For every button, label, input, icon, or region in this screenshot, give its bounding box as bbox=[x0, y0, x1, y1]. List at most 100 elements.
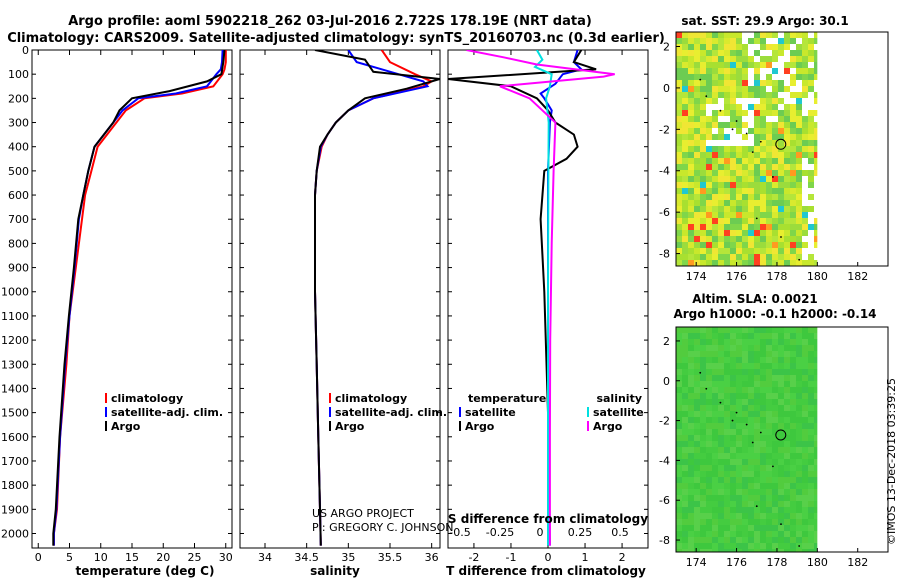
series-line-climatology bbox=[52, 50, 227, 546]
legend-label: climatology bbox=[111, 392, 183, 405]
top-tick-label: -0.5 bbox=[449, 526, 470, 539]
series-line-argo bbox=[52, 50, 226, 546]
difference-panel: -2 -1 0 1 2 -0.5 -0.25 0 0.25 0.5 temperature salin… bbox=[447, 49, 649, 564]
top-tick-label: -0.25 bbox=[486, 526, 514, 539]
series-line-climatology bbox=[314, 50, 434, 546]
sst-heatmap bbox=[676, 32, 818, 266]
island-mark bbox=[705, 387, 708, 390]
sla-heatmap bbox=[676, 327, 818, 552]
y-tick-label: 1500 bbox=[1, 407, 29, 420]
map-x-tick-label: 174 bbox=[686, 556, 707, 569]
map-x-tick-label: 176 bbox=[726, 270, 747, 283]
island-mark bbox=[699, 371, 702, 374]
title-line-1: Argo profile: aoml 5902218_262 03-Jul-20… bbox=[68, 14, 592, 29]
x-tick-label: -2 bbox=[468, 551, 479, 564]
legend-label: climatology bbox=[335, 392, 407, 405]
x-tick-label: 34.5 bbox=[294, 551, 319, 564]
credit-pi: PI: GREGORY C. JOHNSON bbox=[312, 521, 453, 534]
island-mark bbox=[699, 78, 702, 81]
island-mark bbox=[772, 176, 774, 178]
x-tick-label: 2 bbox=[619, 551, 626, 564]
island-mark bbox=[751, 151, 754, 154]
x-tick-label: 36 bbox=[425, 551, 439, 564]
y-tick-label: 1400 bbox=[1, 382, 29, 395]
map-x-tick-label: 182 bbox=[847, 270, 868, 283]
y-tick-label: 1900 bbox=[1, 503, 29, 516]
y-tick-label: 1000 bbox=[1, 286, 29, 299]
island-mark bbox=[719, 401, 722, 404]
series-line-t-argo bbox=[448, 50, 597, 546]
plot-frame bbox=[31, 49, 233, 549]
sla-map-title-2: Argo h1000: -0.1 h2000: -0.14 bbox=[673, 307, 876, 321]
map-y-tick-label: -6 bbox=[659, 494, 670, 507]
y-tick-label: 500 bbox=[8, 165, 29, 178]
temperature-xlabel: temperature (deg C) bbox=[76, 564, 215, 578]
y-tick-label: 1100 bbox=[1, 310, 29, 323]
sst-map-panel: 174 176 178 180 182 2 0 -2 -4 -6 -8 bbox=[659, 31, 889, 283]
map-y-tick-label: 0 bbox=[663, 82, 670, 95]
map-y-tick-label: 2 bbox=[663, 335, 670, 348]
map-y-tick-label: -6 bbox=[659, 206, 670, 219]
top-tick-label: 0.25 bbox=[568, 526, 593, 539]
map-x-tick-label: 178 bbox=[766, 270, 787, 283]
legend-label: satellite-adj. clim. bbox=[335, 406, 447, 419]
island-mark bbox=[731, 128, 734, 131]
island-mark bbox=[798, 545, 801, 547]
map-x-tick-label: 176 bbox=[726, 556, 747, 569]
x-tick-label: 35.5 bbox=[378, 551, 403, 564]
sla-map-panel: 174 176 178 180 182 2 0 -2 -4 -6 -8 bbox=[659, 326, 889, 569]
island-mark bbox=[780, 236, 782, 238]
y-tick-label: 1700 bbox=[1, 455, 29, 468]
map-x-tick-label: 178 bbox=[766, 556, 787, 569]
island-mark bbox=[780, 523, 782, 526]
legend-label: Argo bbox=[335, 420, 365, 433]
top-tick-label: 0 bbox=[537, 526, 544, 539]
map-frame bbox=[675, 326, 889, 553]
x-tick-label: -1 bbox=[505, 551, 516, 564]
series-line-satellite-adj-clim- bbox=[314, 50, 430, 546]
x-tick-label: 30 bbox=[219, 551, 233, 564]
y-tick-label: 0 bbox=[22, 44, 29, 57]
x-tick-label: 1 bbox=[582, 551, 589, 564]
x-tick-label: 15 bbox=[125, 551, 139, 564]
y-tick-label: 900 bbox=[8, 262, 29, 275]
y-tick-label: 700 bbox=[8, 213, 29, 226]
difference-xlabel: T difference from climatology bbox=[446, 564, 646, 578]
island-mark bbox=[772, 465, 774, 468]
x-tick-label: 34 bbox=[258, 551, 272, 564]
map-x-tick-label: 180 bbox=[807, 556, 828, 569]
y-tick-label: 1300 bbox=[1, 358, 29, 371]
island-mark bbox=[705, 95, 708, 98]
legend-label: satellite-adj. clim. bbox=[111, 406, 223, 419]
temperature-panel: 0 5 10 15 20 25 300100200300400500600700800900… bbox=[1, 44, 233, 564]
x-tick-label: 5 bbox=[66, 551, 73, 564]
x-tick-label: 20 bbox=[156, 551, 170, 564]
island-mark bbox=[755, 505, 758, 508]
y-tick-label: 400 bbox=[8, 141, 29, 154]
x-tick-label: 25 bbox=[188, 551, 202, 564]
island-mark bbox=[745, 132, 748, 135]
salinity-panel: 34 34.5 35 35.5 36 climatologysatellite-adj. … bbox=[239, 49, 447, 564]
island-mark bbox=[759, 140, 762, 143]
series-line-s-argo bbox=[466, 50, 615, 546]
map-y-tick-label: -2 bbox=[659, 415, 670, 428]
map-y-tick-label: -8 bbox=[659, 248, 670, 261]
credit-project: US ARGO PROJECT bbox=[312, 507, 414, 520]
map-y-tick-label: 2 bbox=[663, 40, 670, 53]
legend-label: Argo bbox=[465, 420, 495, 433]
legend-title-salinity: salinity bbox=[596, 392, 642, 405]
map-x-tick-label: 180 bbox=[807, 270, 828, 283]
island-mark bbox=[751, 441, 754, 444]
island-mark bbox=[719, 109, 722, 112]
credit-imos: ©IMOS 13-Dec-2018 03:39:25 bbox=[885, 378, 898, 545]
map-x-tick-label: 174 bbox=[686, 270, 707, 283]
map-y-tick-label: -4 bbox=[659, 165, 670, 178]
map-frame bbox=[675, 31, 889, 267]
x-tick-label: 0 bbox=[35, 551, 42, 564]
island-mark bbox=[759, 431, 762, 434]
y-tick-label: 100 bbox=[8, 68, 29, 81]
sst-map-title: sat. SST: 29.9 Argo: 30.1 bbox=[681, 14, 848, 28]
map-y-tick-label: -4 bbox=[659, 454, 670, 467]
island-mark bbox=[735, 411, 738, 414]
